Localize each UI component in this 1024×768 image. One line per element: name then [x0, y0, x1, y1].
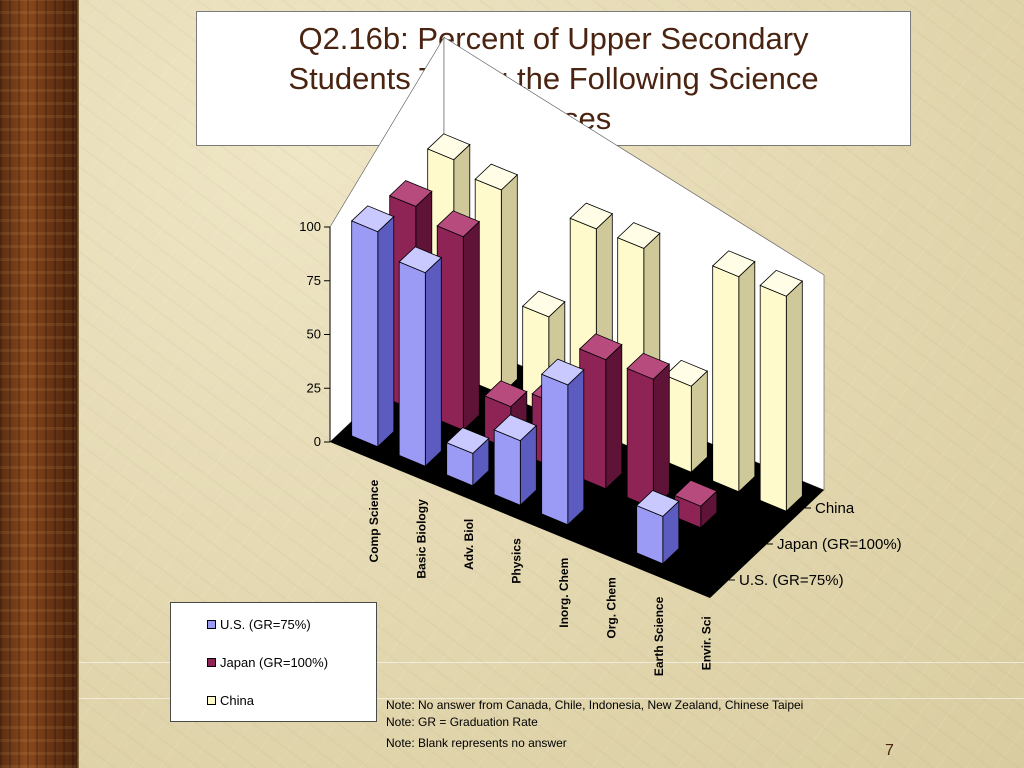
legend-label: U.S. (GR=75%) — [220, 617, 311, 632]
bar-front — [493, 429, 521, 506]
legend-label: China — [220, 693, 254, 708]
category-label: Physics — [509, 538, 523, 584]
note-graduation-rate: Note: GR = Graduation Rate — [386, 715, 538, 729]
y-tick-label: 0 — [314, 434, 321, 449]
bar-china-1 — [474, 163, 519, 396]
bar-china-7 — [759, 269, 804, 513]
bar-top — [664, 359, 709, 387]
bar-top — [426, 133, 471, 161]
bar-front — [351, 220, 379, 448]
bar-top — [483, 380, 528, 408]
legend-swatch-us — [207, 620, 216, 629]
bar-us-3 — [493, 414, 538, 507]
note-no-answer: Note: No answer from Canada, Chile, Indo… — [386, 698, 804, 712]
bar-top — [626, 352, 671, 380]
bar-side — [500, 173, 518, 396]
divider-line — [79, 698, 1024, 699]
series-axis-label: China — [815, 500, 855, 517]
bar-japan-4 — [578, 333, 623, 490]
y-tick-label: 75 — [307, 273, 321, 288]
bar-series — [350, 133, 804, 565]
note-blank: Note: Blank represents no answer — [386, 736, 567, 750]
category-labels: Comp Science Basic Biology Adv. Biol Physic… — [367, 479, 714, 676]
legend-item-china: China — [207, 693, 254, 708]
bar-top — [578, 333, 623, 361]
category-label: Earth Science — [652, 596, 666, 676]
bar-japan-5 — [626, 352, 671, 510]
y-tick-label: 25 — [307, 380, 321, 395]
bar-us-2 — [445, 427, 490, 487]
series-axis-label: U.S. (GR=75%) — [739, 572, 844, 589]
bar-top — [436, 210, 481, 238]
category-label: Basic Biology — [414, 499, 428, 579]
category-label: Org. Chem — [604, 577, 618, 638]
bar-top — [474, 163, 519, 191]
bar-top — [711, 250, 756, 278]
bar-front — [398, 261, 426, 467]
bar-china-6 — [711, 250, 756, 493]
bar-side — [377, 215, 395, 448]
bar-side — [567, 368, 585, 526]
bar-japan-1 — [436, 210, 481, 432]
y-tick-label: 100 — [299, 219, 321, 234]
divider-line — [79, 662, 1024, 663]
bar-front — [712, 265, 740, 493]
bar-side — [424, 256, 442, 468]
slide-number: 7 — [885, 742, 894, 759]
category-label: Comp Science — [367, 479, 381, 562]
bar-side — [738, 260, 756, 493]
wood-bar-edge — [76, 0, 79, 768]
bar-front — [541, 373, 569, 526]
bar-top — [398, 246, 443, 274]
bar-side — [785, 280, 803, 513]
bar-japan-6 — [673, 479, 718, 529]
bar-side — [605, 343, 623, 490]
bar-china-5 — [664, 359, 709, 474]
category-label: Envir. Sci — [699, 616, 713, 670]
bar-top — [635, 490, 680, 517]
legend-swatch-china — [207, 696, 216, 705]
category-label: Adv. Biol — [462, 519, 476, 570]
decorative-wood-bar — [0, 0, 76, 768]
bar-top — [759, 269, 804, 297]
legend-item-japan: Japan (GR=100%) — [207, 655, 328, 670]
series-axis-label: Japan (GR=100%) — [777, 536, 902, 553]
bar-top — [521, 290, 566, 318]
bar-top — [540, 358, 585, 386]
bar-side — [690, 370, 708, 474]
bar-top — [673, 479, 718, 507]
bar-top — [445, 427, 490, 454]
bar-front — [626, 367, 654, 509]
bar-us-0 — [350, 205, 395, 448]
bar-side — [462, 220, 480, 432]
bar-top — [493, 414, 538, 442]
legend-item-us: U.S. (GR=75%) — [207, 617, 311, 632]
y-tick-label: 50 — [307, 327, 321, 342]
bar-front — [759, 284, 787, 512]
bar-us-4 — [540, 358, 585, 526]
value-axis: 0 25 50 75 100 — [299, 219, 331, 449]
bar-top — [616, 222, 661, 249]
chart-legend: U.S. (GR=75%) Japan (GR=100%) China — [170, 602, 377, 722]
series-axis-labels: China Japan (GR=100%) U.S. (GR=75%) — [729, 500, 902, 589]
legend-label: Japan (GR=100%) — [220, 655, 329, 670]
category-label: Inorg. Chem — [557, 558, 571, 628]
bar-us-6 — [635, 490, 680, 565]
bar-top — [350, 205, 395, 233]
legend-swatch-japan — [207, 658, 216, 667]
bar-top — [569, 202, 614, 230]
bar-us-1 — [398, 246, 443, 468]
bar-side — [652, 363, 670, 510]
bar-top — [388, 180, 433, 207]
